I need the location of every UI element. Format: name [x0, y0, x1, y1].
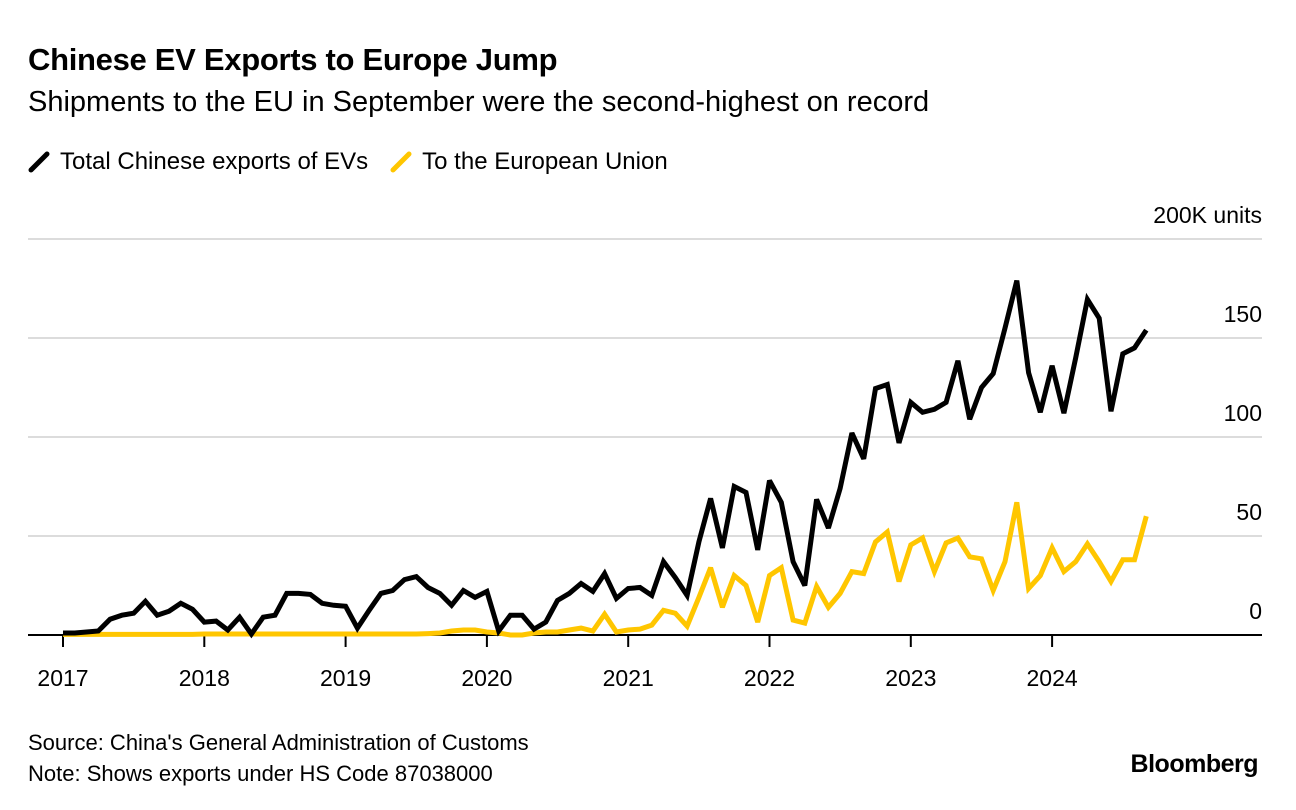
y-tick-label: 0: [1249, 598, 1262, 624]
footer: Source: China's General Administration o…: [28, 727, 529, 789]
chart-subtitle: Shipments to the EU in September were th…: [28, 86, 930, 118]
legend-label-eu: To the European Union: [422, 148, 668, 175]
x-tick-label: 2023: [885, 665, 936, 691]
legend-item-total: Total Chinese exports of EVs: [28, 148, 368, 176]
y-tick-label: 100: [1224, 400, 1262, 426]
x-tick-label: 2019: [320, 665, 371, 691]
x-tick-label: 2024: [1027, 665, 1078, 691]
legend-label-total: Total Chinese exports of EVs: [60, 148, 369, 175]
y-tick-label: 50: [1236, 499, 1262, 525]
x-tick-label: 2021: [603, 665, 654, 691]
y-tick-label: 200K units: [1153, 202, 1262, 228]
legend-swatch-eu-icon: [390, 151, 412, 173]
hs-code-note: Note: Shows exports under HS Code 870380…: [28, 761, 493, 786]
x-tick-label: 2017: [37, 665, 88, 691]
series-line-total-exports: [63, 279, 1149, 639]
bloomberg-logo: Bloomberg: [1130, 750, 1259, 778]
series-line-eu-exports: [63, 501, 1149, 638]
source-note: Source: China's General Administration o…: [28, 730, 529, 755]
legend: Total Chinese exports of EVs To the Euro…: [28, 148, 690, 176]
legend-item-eu: To the European Union: [390, 148, 668, 176]
x-tick-label: 2018: [179, 665, 230, 691]
y-tick-label: 150: [1224, 301, 1262, 327]
legend-swatch-total-icon: [28, 151, 50, 173]
x-tick-label: 2020: [461, 665, 512, 691]
x-tick-label: 2022: [744, 665, 795, 691]
chart-title: Chinese EV Exports to Europe Jump: [28, 42, 558, 77]
